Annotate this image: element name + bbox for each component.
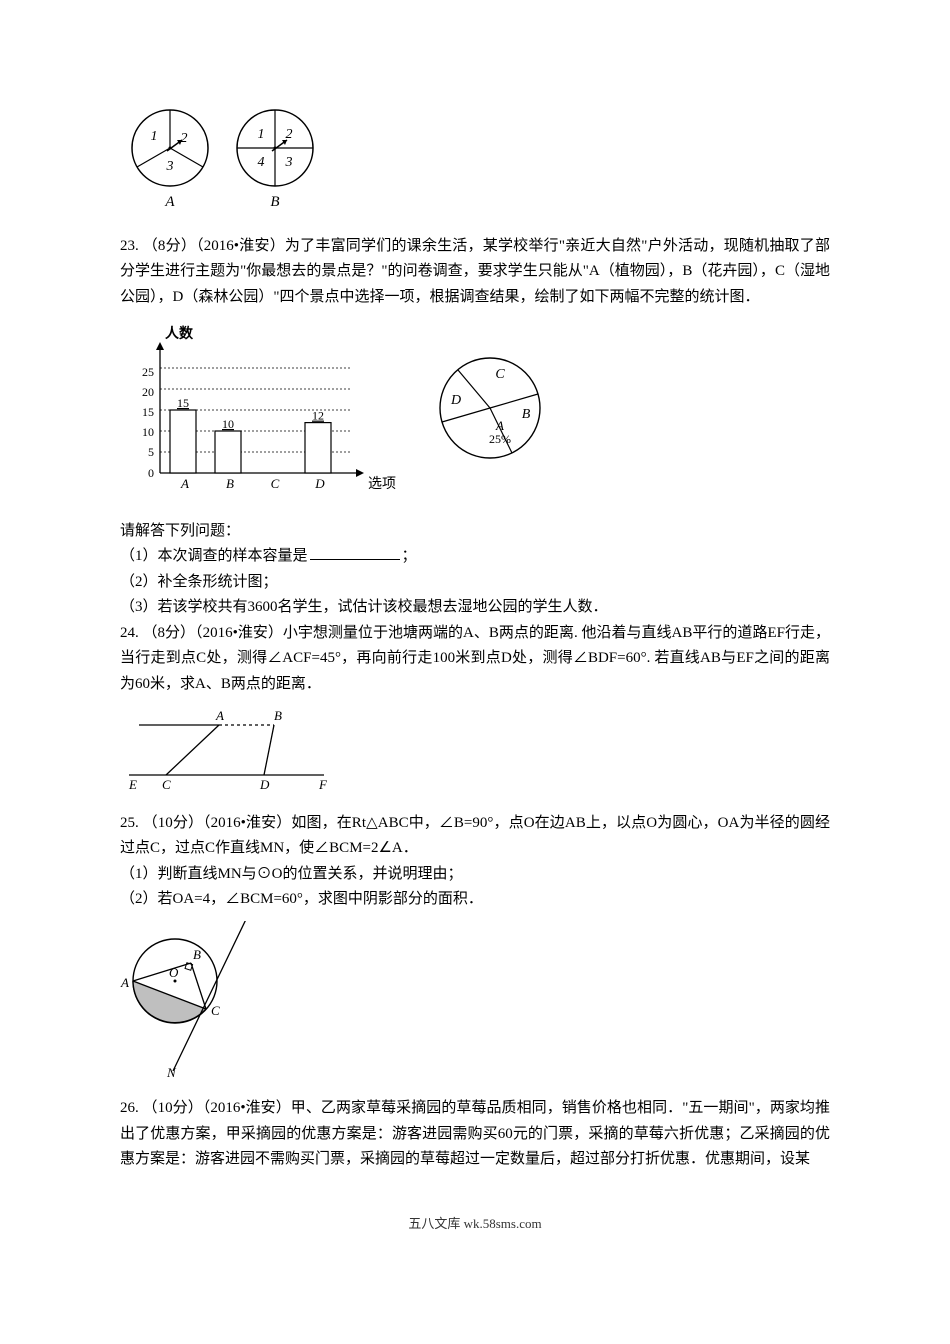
svg-text:10: 10 <box>222 417 234 431</box>
svg-text:15: 15 <box>177 396 189 410</box>
svg-text:B: B <box>522 407 531 422</box>
svg-text:12: 12 <box>312 409 324 423</box>
q23-charts-svg: 人数 0 5 10 15 20 25 15 10 12 <box>120 318 600 503</box>
q23-sub3: （3）若该学校共有3600名学生，试估计该校最想去湿地公园的学生人数． <box>120 595 830 621</box>
svg-text:N: N <box>166 1065 177 1080</box>
svg-text:C: C <box>211 1003 220 1018</box>
q25-diagram: O B M A C N <box>120 921 830 1091</box>
q24-svg-clean: A B E C D F <box>124 705 334 795</box>
svg-text:O: O <box>169 965 179 980</box>
q23-sub-intro: 请解答下列问题： <box>120 519 830 545</box>
q23-sub1-text: （1）本次调查的样本容量是 <box>120 548 308 564</box>
q24-diagram: A B E C D F <box>120 705 830 805</box>
svg-text:E: E <box>128 777 137 792</box>
svg-text:A: A <box>180 476 189 491</box>
spinner-a-label: A <box>164 194 175 210</box>
svg-text:A: A <box>120 975 129 990</box>
svg-text:3: 3 <box>285 155 293 170</box>
svg-text:F: F <box>318 777 328 792</box>
svg-text:5: 5 <box>148 445 154 459</box>
q23-intro: 23. （8分）（2016•淮安）为了丰富同学们的课余生活，某学校举行"亲近大自… <box>120 234 830 311</box>
svg-text:B: B <box>274 708 282 723</box>
q25-sub2: （2）若OA=4，∠BCM=60°，求图中阴影部分的面积． <box>120 887 830 913</box>
svg-text:D: D <box>450 393 461 408</box>
q23-blank <box>310 544 400 560</box>
q23-charts: 人数 0 5 10 15 20 25 15 10 12 <box>120 318 830 513</box>
q25-intro: 25. （10分）（2016•淮安）如图，在Rt△ABC中，∠B=90°，点O在… <box>120 811 830 862</box>
bar-x-label: 选项 <box>368 476 396 492</box>
q25-sub1: （1）判断直线MN与⊙O的位置关系，并说明理由； <box>120 862 830 888</box>
spinner-figures: 1 2 3 A 1 2 3 4 B <box>120 98 830 228</box>
q24-intro: 24. （8分）（2016•淮安）小宇想测量位于池塘两端的A、B两点的距离. 他… <box>120 621 830 698</box>
q23-sub2: （2）补全条形统计图； <box>120 570 830 596</box>
svg-text:1: 1 <box>258 127 265 142</box>
spinner-svg: 1 2 3 A 1 2 3 4 B <box>120 98 340 218</box>
svg-text:2: 2 <box>181 131 188 146</box>
svg-text:1: 1 <box>151 129 158 144</box>
svg-text:A: A <box>495 418 504 433</box>
q26-intro: 26. （10分）（2016•淮安）甲、乙两家草莓采摘园的草莓品质相同，销售价格… <box>120 1096 830 1173</box>
svg-text:D: D <box>259 777 270 792</box>
svg-text:C: C <box>495 367 505 382</box>
svg-text:20: 20 <box>142 385 154 399</box>
svg-text:15: 15 <box>142 405 154 419</box>
svg-text:D: D <box>314 476 325 491</box>
svg-text:4: 4 <box>258 155 265 170</box>
svg-text:A: A <box>215 708 224 723</box>
svg-text:0: 0 <box>148 466 154 480</box>
svg-text:3: 3 <box>166 159 174 174</box>
svg-text:C: C <box>271 476 280 491</box>
page-footer: 五八文库 wk.58sms.com <box>120 1213 830 1235</box>
q23-sub1: （1）本次调查的样本容量是 ； <box>120 544 830 570</box>
spinner-b-label: B <box>270 194 279 210</box>
bar-y-label: 人数 <box>165 325 194 342</box>
svg-text:B: B <box>226 476 234 491</box>
q23-sub1-tail: ； <box>402 548 417 564</box>
svg-text:25%: 25% <box>489 432 511 446</box>
svg-text:25: 25 <box>142 365 154 379</box>
svg-text:10: 10 <box>142 425 154 439</box>
svg-text:B: B <box>193 947 201 962</box>
q25-svg: O B M A C N <box>120 921 300 1081</box>
svg-text:C: C <box>162 777 171 792</box>
